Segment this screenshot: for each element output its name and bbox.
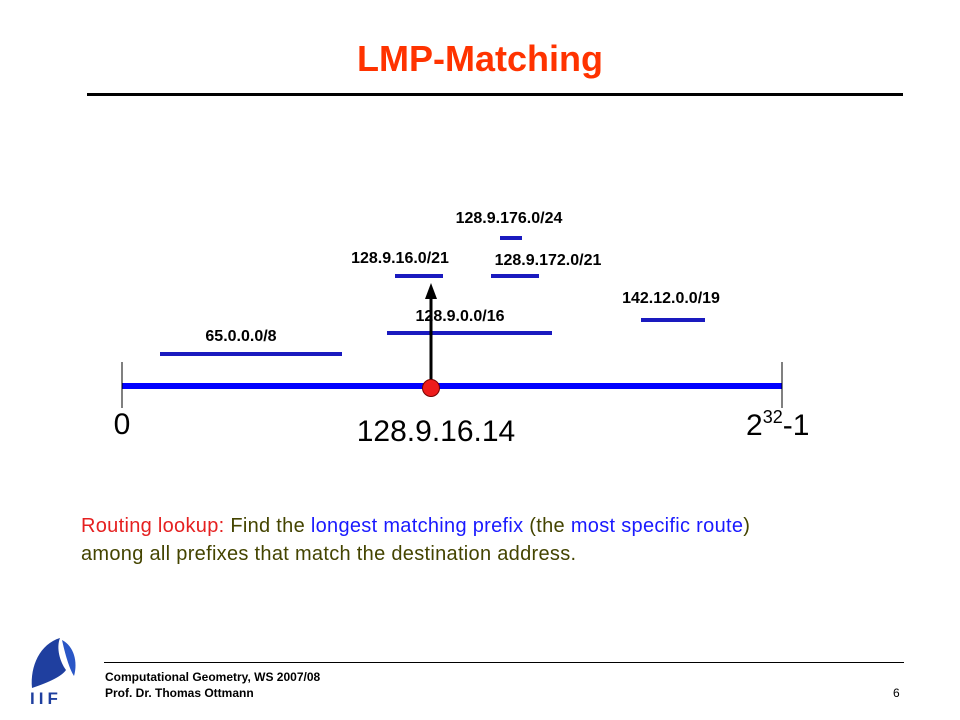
title-divider: [87, 93, 903, 96]
logo-text: IIF: [30, 689, 62, 708]
slide-title: LMP-Matching: [357, 38, 603, 79]
logo-swoosh: [31, 638, 66, 688]
description-highlight: longest matching prefix: [310, 515, 524, 537]
prefix-label: 128.9.172.0/21: [495, 252, 602, 269]
description-text: (the: [523, 515, 571, 537]
axis-end-label: 232-1: [746, 407, 809, 442]
lookup-arrow-head: [425, 283, 437, 299]
page-number: 6: [893, 686, 900, 700]
axis-start-label: 0: [114, 408, 131, 441]
description-highlight: most specific route: [570, 515, 744, 537]
prefix-label: 142.12.0.0/19: [622, 290, 720, 307]
footer-author: Prof. Dr. Thomas Ottmann: [105, 686, 254, 700]
description-text: Find the: [224, 515, 311, 537]
description-text: ): [743, 515, 751, 537]
logo-swoosh-inner: [62, 640, 76, 676]
description-text: among all prefixes that match the destin…: [81, 543, 577, 565]
routing-description: Routing lookup: Find the longest matchin…: [81, 512, 881, 568]
prefix-label: 65.0.0.0/8: [205, 328, 276, 345]
footer-course: Computational Geometry, WS 2007/08: [105, 670, 321, 684]
destination-point: [422, 379, 440, 397]
prefix-label: 128.9.16.0/21: [351, 250, 449, 267]
prefix-label: 128.9.0.0/16: [416, 308, 505, 325]
destination-address-label: 128.9.16.14: [357, 415, 515, 448]
prefix-label: 128.9.176.0/24: [456, 210, 563, 227]
footer-divider: [104, 662, 904, 663]
iif-logo: IIF: [30, 638, 76, 708]
description-term: Routing lookup:: [81, 515, 225, 537]
